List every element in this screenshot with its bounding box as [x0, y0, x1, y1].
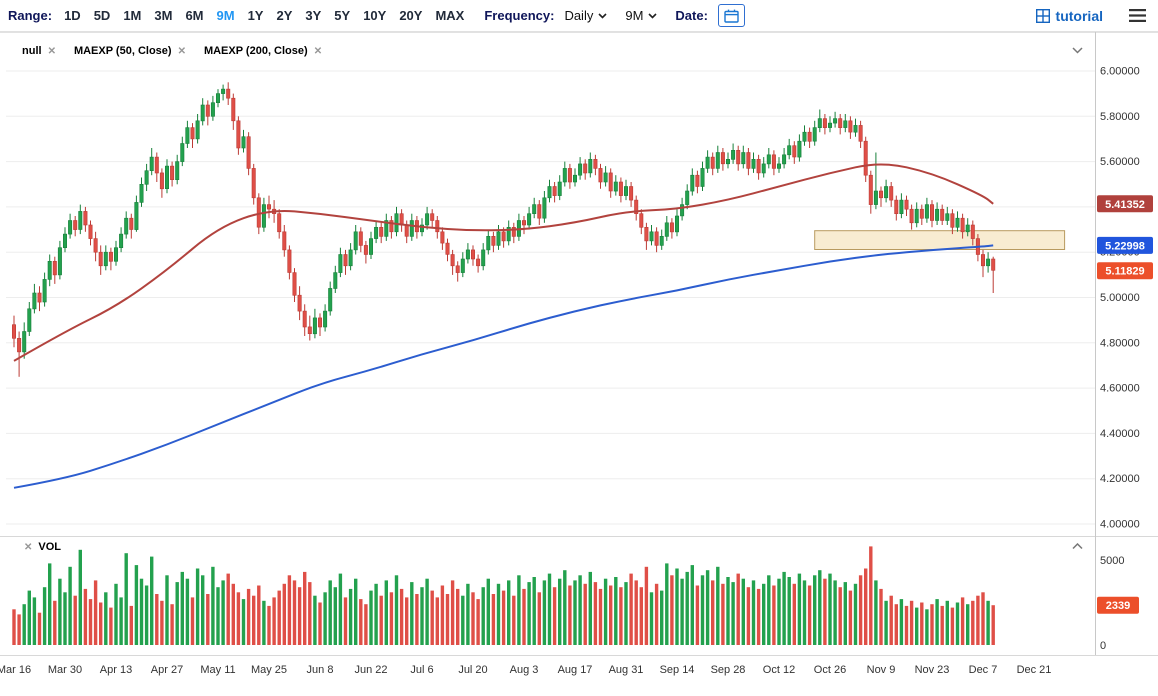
legend-item-ma200: MAEXP (200, Close) ✕ [204, 45, 322, 57]
svg-text:5.41352: 5.41352 [1105, 199, 1145, 211]
range-buttons: 1D 5D 1M 3M 6M 9M 1Y 2Y 3Y 5Y 10Y 20Y MA… [64, 8, 464, 23]
svg-text:Aug 17: Aug 17 [558, 664, 593, 676]
ma200-line [13, 244, 994, 489]
chevron-up-icon [1072, 537, 1083, 554]
pane-borders [0, 32, 1158, 656]
svg-text:5.80000: 5.80000 [1100, 111, 1140, 123]
range-button-1y[interactable]: 1Y [247, 8, 264, 23]
svg-text:2339: 2339 [1106, 600, 1130, 612]
price-axis-labels: 6.000005.800005.600005.400005.200005.000… [1100, 66, 1140, 653]
frequency-label: Frequency: [484, 8, 555, 23]
grid-icon [1035, 8, 1050, 23]
svg-text:5.00000: 5.00000 [1100, 292, 1140, 304]
legend-item-series: null ✕ [22, 45, 56, 57]
range-button-6m[interactable]: 6M [185, 8, 204, 23]
frequency-value: Daily [564, 8, 594, 23]
range-button-9m[interactable]: 9M [216, 8, 235, 23]
svg-text:Mar 16: Mar 16 [0, 664, 31, 676]
svg-text:Sep 28: Sep 28 [711, 664, 746, 676]
price-chart[interactable]: 6.000005.800005.600005.400005.200005.000… [0, 32, 1158, 696]
date-label: Date: [675, 8, 708, 23]
toolbar: Range: 1D 5D 1M 3M 6M 9M 1Y 2Y 3Y 5Y 10Y… [0, 0, 1158, 32]
volume-pane-legend: ✕ VOL [24, 541, 61, 553]
legend-item-ma50: MAEXP (50, Close) ✕ [74, 45, 186, 57]
svg-text:5.11829: 5.11829 [1105, 266, 1144, 278]
close-icon[interactable]: ✕ [177, 45, 186, 57]
ma200-label: MAEXP (200, Close) [203, 45, 308, 57]
svg-text:0: 0 [1100, 640, 1106, 652]
calendar-button[interactable] [717, 4, 745, 27]
range-button-3m[interactable]: 3M [154, 8, 173, 23]
svg-text:4.40000: 4.40000 [1100, 428, 1140, 440]
svg-text:Nov 9: Nov 9 [867, 664, 896, 676]
period-value: 9M [625, 8, 644, 23]
close-icon[interactable]: ✕ [24, 541, 33, 553]
main-pane-legend: null ✕ MAEXP (50, Close) ✕ MAEXP (200, C… [22, 45, 322, 57]
svg-text:5.22998: 5.22998 [1105, 240, 1145, 252]
legend-item-volume: ✕ VOL [24, 541, 61, 553]
svg-text:May 11: May 11 [200, 664, 235, 676]
main-pane-collapse[interactable] [1072, 47, 1083, 54]
svg-text:4.00000: 4.00000 [1100, 519, 1140, 531]
svg-text:Aug 3: Aug 3 [510, 664, 539, 676]
range-button-20y[interactable]: 20Y [399, 8, 423, 23]
svg-text:Apr 13: Apr 13 [100, 664, 132, 676]
svg-text:4.20000: 4.20000 [1100, 473, 1140, 485]
svg-text:5000: 5000 [1100, 555, 1124, 567]
svg-text:Jun 8: Jun 8 [307, 664, 334, 676]
brand-logo[interactable]: tutorial [1035, 7, 1103, 24]
range-button-5y[interactable]: 5Y [334, 8, 351, 23]
date-axis-labels: Mar 16 Mar 30 Apr 13 Apr 27 May 11 May 25 Jun … [0, 664, 1051, 676]
svg-text:6.00000: 6.00000 [1100, 66, 1140, 78]
annotation-rectangle[interactable] [814, 230, 1066, 250]
svg-text:4.80000: 4.80000 [1100, 337, 1140, 349]
svg-text:Dec 21: Dec 21 [1017, 664, 1052, 676]
volume-label: VOL [38, 541, 62, 553]
svg-text:Aug 31: Aug 31 [609, 664, 644, 676]
price-badges: 5.41352 5.22998 5.11829 2339 [1097, 195, 1153, 614]
svg-text:Mar 30: Mar 30 [48, 664, 82, 676]
svg-text:Jul 20: Jul 20 [458, 664, 487, 676]
volume-bars [12, 546, 995, 645]
svg-text:Nov 23: Nov 23 [915, 664, 950, 676]
svg-text:May 25: May 25 [251, 664, 287, 676]
frequency-select[interactable]: Daily [564, 8, 607, 23]
svg-text:4.60000: 4.60000 [1100, 383, 1140, 395]
chart-area: 6.000005.800005.600005.400005.200005.000… [0, 32, 1158, 696]
close-icon[interactable]: ✕ [47, 45, 56, 57]
range-button-1d[interactable]: 1D [64, 8, 81, 23]
range-button-2y[interactable]: 2Y [276, 8, 293, 23]
svg-text:Jun 22: Jun 22 [354, 664, 387, 676]
range-label: Range: [8, 8, 53, 23]
close-icon[interactable]: ✕ [313, 45, 323, 57]
menu-button[interactable] [1129, 9, 1146, 22]
svg-text:Jul 6: Jul 6 [410, 664, 433, 676]
calendar-icon [724, 9, 739, 23]
ma50-label: MAEXP (50, Close) [73, 45, 172, 57]
svg-text:Oct 26: Oct 26 [814, 664, 846, 676]
chevron-down-icon [648, 12, 657, 19]
series-label: null [22, 45, 42, 57]
chevron-down-icon [1072, 41, 1083, 58]
hamburger-icon [1129, 9, 1146, 22]
svg-text:Dec 7: Dec 7 [969, 664, 998, 676]
grid-layer [6, 70, 1095, 525]
brand-name: tutorial [1055, 7, 1103, 24]
period-select[interactable]: 9M [625, 8, 657, 23]
ma50-line [13, 163, 994, 362]
volume-pane-collapse[interactable] [1072, 542, 1083, 550]
range-button-5d[interactable]: 5D [93, 8, 111, 23]
svg-text:Sep 14: Sep 14 [660, 664, 695, 676]
range-button-max[interactable]: MAX [435, 8, 465, 23]
svg-text:5.60000: 5.60000 [1100, 156, 1140, 168]
candles-layer [12, 82, 996, 377]
svg-text:Oct 12: Oct 12 [763, 664, 795, 676]
range-button-10y[interactable]: 10Y [363, 8, 387, 23]
range-button-3y[interactable]: 3Y [305, 8, 322, 23]
range-button-1m[interactable]: 1M [123, 8, 142, 23]
svg-text:Apr 27: Apr 27 [151, 664, 183, 676]
chevron-down-icon [598, 12, 607, 19]
